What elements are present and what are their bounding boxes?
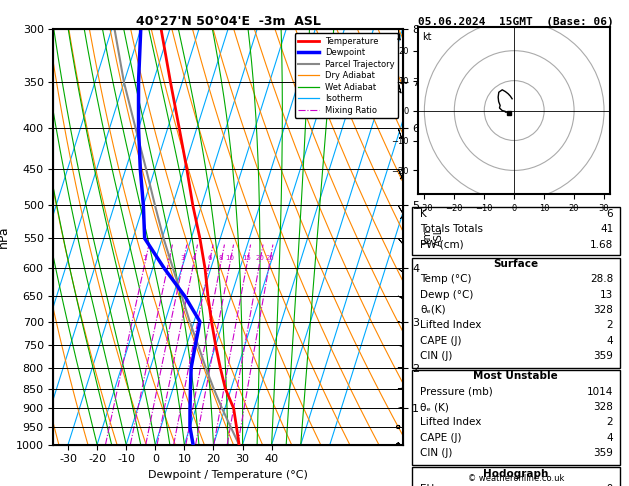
Text: 41: 41 bbox=[600, 225, 613, 234]
Text: 328: 328 bbox=[594, 305, 613, 315]
Text: Hodograph: Hodograph bbox=[483, 469, 548, 479]
Text: 1.68: 1.68 bbox=[590, 240, 613, 250]
Text: Totals Totals: Totals Totals bbox=[420, 225, 483, 234]
Text: 3: 3 bbox=[181, 255, 185, 261]
Text: kt: kt bbox=[422, 32, 431, 42]
Y-axis label: km
ASL: km ASL bbox=[422, 228, 444, 246]
Text: 2: 2 bbox=[607, 417, 613, 428]
Text: θₑ(K): θₑ(K) bbox=[420, 305, 446, 315]
Text: CIN (J): CIN (J) bbox=[420, 448, 453, 458]
Text: Temp (°C): Temp (°C) bbox=[420, 274, 472, 284]
Text: 359: 359 bbox=[594, 448, 613, 458]
Text: Most Unstable: Most Unstable bbox=[474, 371, 558, 382]
Text: Dewp (°C): Dewp (°C) bbox=[420, 290, 474, 299]
Text: 2: 2 bbox=[607, 320, 613, 330]
Text: PW (cm): PW (cm) bbox=[420, 240, 464, 250]
Text: 4: 4 bbox=[607, 433, 613, 443]
Text: EH: EH bbox=[420, 484, 435, 486]
Text: 10: 10 bbox=[225, 255, 235, 261]
Text: Pressure (mb): Pressure (mb) bbox=[420, 387, 493, 397]
Text: 8: 8 bbox=[218, 255, 223, 261]
Text: K: K bbox=[420, 209, 427, 219]
Text: 05.06.2024  15GMT  (Base: 06): 05.06.2024 15GMT (Base: 06) bbox=[418, 17, 614, 27]
Text: 2: 2 bbox=[166, 255, 170, 261]
Text: 13: 13 bbox=[600, 290, 613, 299]
Text: CAPE (J): CAPE (J) bbox=[420, 433, 462, 443]
X-axis label: Dewpoint / Temperature (°C): Dewpoint / Temperature (°C) bbox=[148, 470, 308, 480]
Text: 6: 6 bbox=[607, 209, 613, 219]
Text: 1: 1 bbox=[143, 255, 147, 261]
Text: CIN (J): CIN (J) bbox=[420, 351, 453, 361]
Text: 4: 4 bbox=[191, 255, 196, 261]
Text: θₑ (K): θₑ (K) bbox=[420, 402, 449, 412]
Text: CAPE (J): CAPE (J) bbox=[420, 336, 462, 346]
Text: 359: 359 bbox=[594, 351, 613, 361]
Bar bbox=[412, 468, 620, 486]
Bar bbox=[412, 258, 620, 367]
Bar bbox=[412, 207, 620, 255]
Text: 1014: 1014 bbox=[587, 387, 613, 397]
Text: 6: 6 bbox=[207, 255, 211, 261]
Text: 20: 20 bbox=[255, 255, 264, 261]
Text: © weatheronline.co.uk: © weatheronline.co.uk bbox=[467, 474, 564, 483]
Bar bbox=[412, 370, 620, 465]
Text: 4: 4 bbox=[607, 336, 613, 346]
Y-axis label: hPa: hPa bbox=[0, 226, 10, 248]
Legend: Temperature, Dewpoint, Parcel Trajectory, Dry Adiabat, Wet Adiabat, Isotherm, Mi: Temperature, Dewpoint, Parcel Trajectory… bbox=[294, 34, 398, 118]
Text: Lifted Index: Lifted Index bbox=[420, 320, 482, 330]
Text: Surface: Surface bbox=[493, 259, 538, 269]
Text: -0: -0 bbox=[603, 484, 613, 486]
Text: 328: 328 bbox=[594, 402, 613, 412]
Text: 28.8: 28.8 bbox=[590, 274, 613, 284]
Text: 25: 25 bbox=[265, 255, 274, 261]
Text: 15: 15 bbox=[243, 255, 252, 261]
Title: 40°27'N 50°04'E  -3m  ASL: 40°27'N 50°04'E -3m ASL bbox=[136, 15, 320, 28]
Text: Lifted Index: Lifted Index bbox=[420, 417, 482, 428]
